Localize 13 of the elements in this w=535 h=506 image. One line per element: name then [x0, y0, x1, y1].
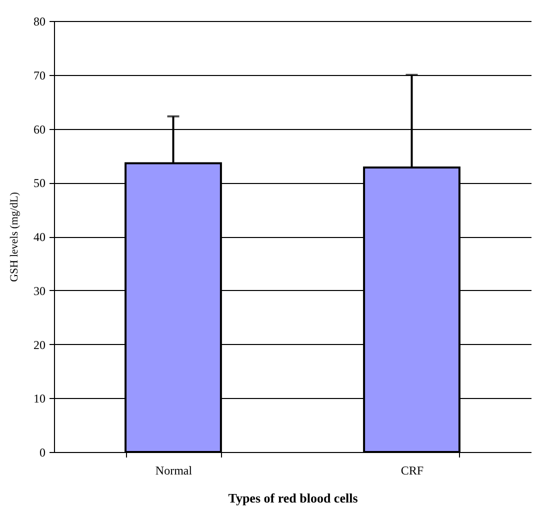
y-tick-label: 30 [34, 284, 46, 298]
y-tick-label: 50 [34, 176, 46, 190]
x-tick-label: Normal [155, 464, 193, 478]
y-tick-label: 70 [34, 68, 46, 82]
y-tick-label: 60 [34, 122, 46, 136]
y-tick-label: 0 [40, 446, 46, 460]
y-axis-title: GSH levels (mg/dL) [8, 192, 20, 282]
y-tick-label: 10 [34, 392, 46, 406]
x-tick-label: CRF [400, 464, 424, 478]
x-axis-title: Types of red blood cells [228, 490, 358, 506]
y-tick-label: 80 [34, 14, 46, 28]
y-tick-label: 40 [34, 230, 46, 244]
y-tick-label: 20 [34, 338, 46, 352]
